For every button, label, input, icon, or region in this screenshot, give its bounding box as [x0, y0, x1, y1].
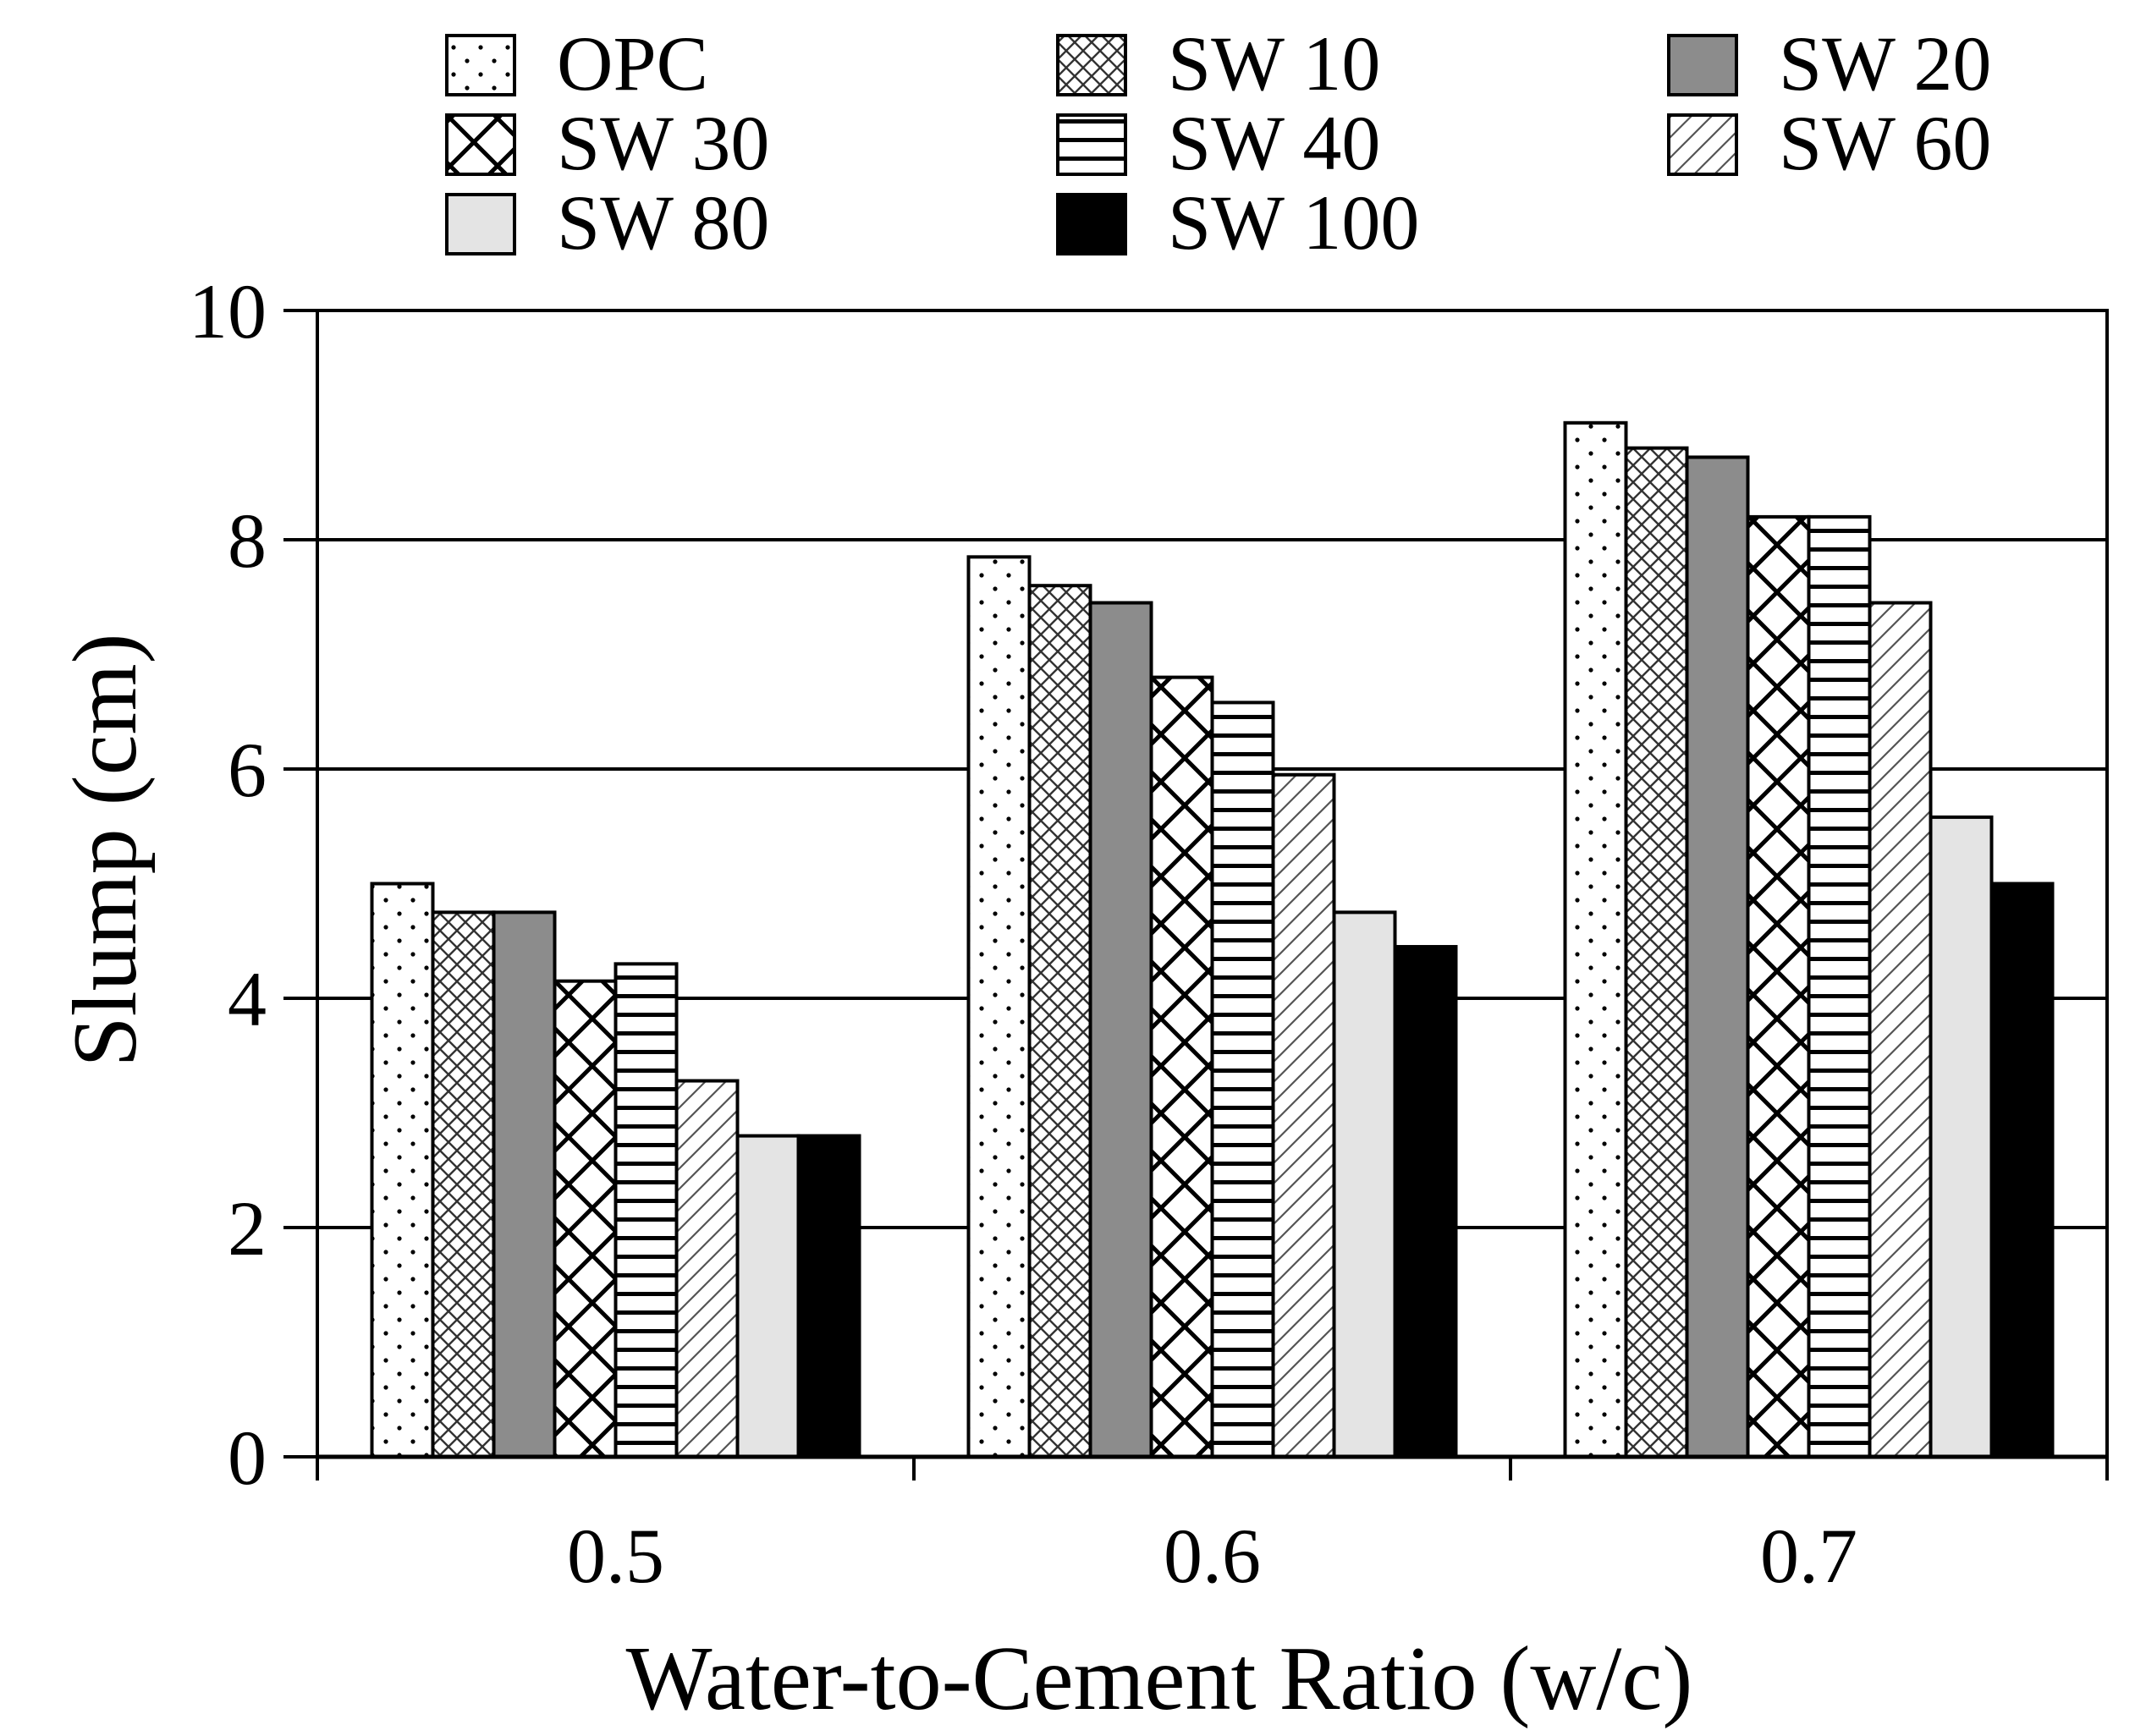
bar-sw-100-0.5	[796, 1134, 861, 1459]
bar-sw-100-0.7	[1989, 882, 2055, 1459]
x-tick-label: 0.5	[567, 1513, 664, 1599]
bar-sw-60-0.7	[1868, 601, 1933, 1459]
bar-sw-60-0.6	[1271, 772, 1336, 1459]
bar-sw-10-0.7	[1624, 446, 1689, 1459]
y-tick-label: 6	[228, 727, 267, 813]
x-axis-title: Water-to-Cement Ratio (w/c)	[626, 1629, 1693, 1729]
legend-swatch	[1667, 113, 1738, 176]
bar-sw-80-0.7	[1929, 815, 1994, 1459]
y-tick-label: 0	[228, 1415, 267, 1501]
y-tick-label: 8	[228, 497, 267, 584]
x-tick-label: 0.6	[1164, 1513, 1261, 1599]
bar-sw-10-0.6	[1027, 584, 1092, 1459]
legend-swatch	[445, 113, 516, 176]
legend-label: SW 80	[557, 179, 769, 266]
bar-opc-0.6	[966, 555, 1032, 1459]
bar-sw-30-0.5	[553, 979, 618, 1459]
legend-label: SW 60	[1779, 100, 1991, 186]
bar-sw-20-0.5	[492, 910, 557, 1459]
bar-sw-100-0.6	[1393, 945, 1458, 1459]
bar-sw-60-0.5	[674, 1079, 740, 1459]
bar-opc-0.5	[370, 882, 435, 1459]
y-tick-label: 10	[189, 268, 267, 354]
legend-item: SW 60	[1667, 100, 1991, 186]
legend-swatch	[1056, 113, 1127, 176]
legend-item: SW 10	[1056, 20, 1380, 107]
legend-label: SW 20	[1779, 20, 1991, 107]
legend-label: SW 100	[1168, 179, 1419, 266]
legend-swatch	[1056, 34, 1127, 96]
legend-item: SW 30	[445, 100, 769, 186]
legend-item: SW 40	[1056, 100, 1380, 186]
legend-swatch	[445, 193, 516, 255]
legend-label: SW 30	[557, 100, 769, 186]
y-axis-title: Slump (cm)	[55, 634, 156, 1068]
legend-item: SW 80	[445, 179, 769, 266]
legend-label: OPC	[557, 20, 708, 107]
legend-item: SW 20	[1667, 20, 1991, 107]
bar-opc-0.7	[1563, 420, 1628, 1459]
bar-sw-40-0.6	[1210, 700, 1275, 1459]
legend-swatch	[445, 34, 516, 96]
bar-sw-80-0.6	[1332, 910, 1397, 1459]
bar-sw-80-0.5	[735, 1134, 801, 1459]
bar-sw-20-0.6	[1088, 601, 1153, 1459]
y-tick-label: 4	[228, 956, 267, 1042]
bar-sw-10-0.5	[431, 910, 496, 1459]
legend-label: SW 10	[1168, 20, 1380, 107]
x-tick-label: 0.7	[1760, 1513, 1857, 1599]
bar-sw-40-0.7	[1807, 514, 1872, 1459]
legend-swatch	[1056, 193, 1127, 255]
legend-item: SW 100	[1056, 179, 1419, 266]
legend-item: OPC	[445, 20, 708, 107]
bar-sw-30-0.7	[1746, 514, 1811, 1459]
y-tick-label: 2	[228, 1185, 267, 1272]
bar-sw-40-0.5	[614, 962, 679, 1459]
bar-sw-20-0.7	[1685, 455, 1750, 1459]
legend-label: SW 40	[1168, 100, 1380, 186]
legend-swatch	[1667, 34, 1738, 96]
bar-sw-30-0.6	[1149, 675, 1214, 1459]
